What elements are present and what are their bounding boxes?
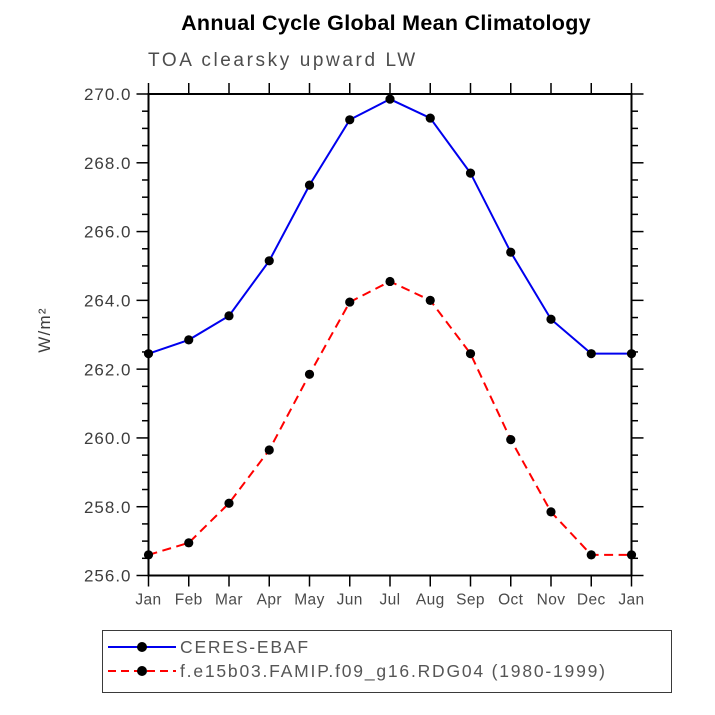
legend-label-model: f.e15b03.FAMIP.f09_g16.RDG04 (1980-1999) [180, 660, 607, 681]
x-tick-label: Sep [456, 592, 485, 609]
y-tick-label: 268.0 [84, 154, 132, 173]
data-point [184, 538, 194, 548]
data-point [224, 498, 234, 508]
x-tick-label: Aug [416, 592, 445, 609]
data-point [304, 369, 315, 379]
data-point [345, 115, 355, 125]
y-tick-label: 266.0 [84, 223, 132, 242]
data-point [626, 349, 637, 359]
series-line-1 [148, 280, 632, 556]
y-tick-label: 270.0 [84, 85, 132, 104]
x-tick-label: May [294, 592, 324, 609]
x-tick-label: Nov [537, 592, 566, 609]
legend-label-ceres: CERES-EBAF [180, 636, 310, 657]
legend-item-model: f.e15b03.FAMIP.f09_g16.RDG04 (1980-1999) [107, 659, 607, 683]
data-point [345, 297, 355, 307]
data-point [626, 550, 637, 560]
y-tick-label: 264.0 [84, 291, 132, 310]
legend-item-ceres: CERES-EBAF [107, 635, 310, 659]
y-tick-label: 262.0 [84, 360, 132, 379]
x-tick-label: Oct [498, 592, 524, 609]
data-point [506, 247, 516, 257]
y-tick-labels: 256.0 258.0 260.0 262.0 264.0 266.0 268.0 270.0 [84, 85, 132, 586]
series-line-0 [148, 98, 632, 355]
y-tick-label: 260.0 [84, 429, 132, 448]
page-title: Annual Cycle Global Mean Climatology [181, 11, 591, 35]
legend: CERES-EBAF f.e15b03.FAMIP.f09_g16.RDG04 … [102, 630, 672, 693]
legend-swatch-ceres-icon [107, 640, 177, 654]
data-point [385, 276, 395, 287]
series-markers-0 [143, 94, 637, 359]
x-tick-label: Mar [215, 592, 243, 609]
data-point [465, 349, 476, 359]
x-tick-label: Dec [577, 592, 606, 609]
x-tick-label: Jan [135, 592, 161, 609]
x-tick-label: Jul [379, 592, 400, 609]
data-point [385, 94, 395, 104]
data-point [143, 349, 154, 359]
data-point [546, 314, 556, 324]
x-tick-label: Apr [257, 592, 282, 609]
data-point [224, 311, 234, 321]
x-tick-labels: Jan Feb Mar Apr May Jun Jul Aug Sep Oct Nov Dec Jan [135, 592, 644, 609]
data-point [465, 168, 476, 178]
series-markers-1 [143, 276, 637, 560]
plot-frame [147, 93, 633, 577]
data-point [506, 435, 516, 445]
legend-swatch-model-icon [107, 664, 177, 678]
data-point [143, 550, 154, 560]
data-point [264, 256, 274, 266]
data-point [184, 335, 194, 345]
data-point [264, 445, 274, 455]
data-point [586, 349, 596, 359]
x-tick-label: Jun [337, 592, 363, 609]
data-point [304, 180, 315, 190]
data-point [425, 295, 435, 305]
y-tick-label: 258.0 [84, 498, 132, 517]
data-point [586, 550, 596, 560]
y-tick-label: 256.0 [84, 567, 132, 586]
x-tick-label: Jan [618, 592, 644, 609]
chart-subtitle: TOA clearsky upward LW [148, 50, 418, 71]
axis-ticks [136, 83, 644, 587]
x-tick-label: Feb [175, 592, 203, 609]
data-point [425, 113, 435, 123]
data-point [546, 507, 556, 517]
